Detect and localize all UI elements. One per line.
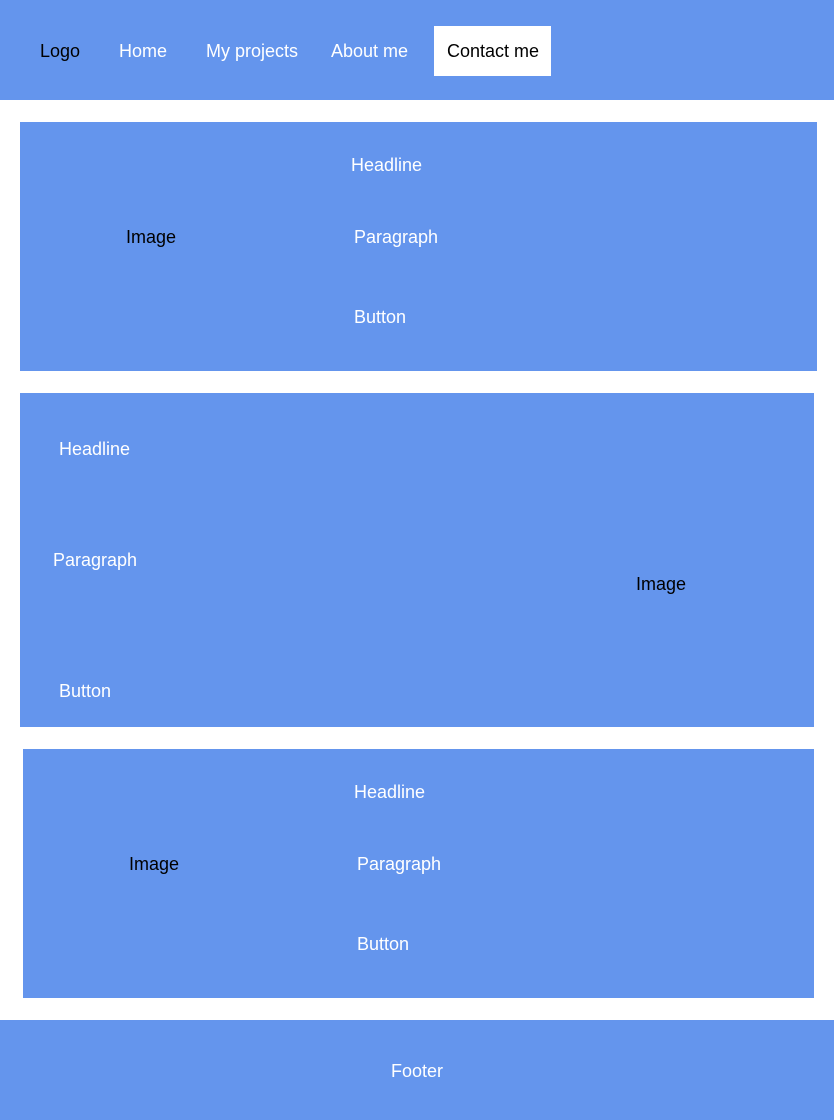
section-1-paragraph: Paragraph [354, 227, 439, 247]
contact-button-label: Contact me [447, 41, 540, 61]
section-1-image: Image [126, 227, 177, 247]
section-1-headline: Headline [351, 155, 423, 175]
nav-about-link[interactable]: About me [331, 41, 409, 61]
section-2-image: Image [636, 574, 687, 594]
content-section-2: Headline Paragraph Button Image [20, 393, 814, 727]
logo[interactable]: Logo [40, 41, 81, 61]
section-3-headline: Headline [354, 782, 426, 802]
site-footer: Footer [0, 1020, 834, 1120]
content-section-1: Image Headline Paragraph Button [20, 122, 817, 371]
section-3-button[interactable]: Button [357, 934, 410, 954]
section-2-headline: Headline [59, 439, 131, 459]
nav-projects-link[interactable]: My projects [206, 41, 299, 61]
section-3-image: Image [129, 854, 180, 874]
contact-button[interactable]: Contact me [434, 26, 551, 76]
content-section-3: Image Headline Paragraph Button [23, 749, 814, 998]
footer-text: Footer [391, 1061, 444, 1081]
site-header: Logo Home My projects About me Contact m… [0, 0, 834, 100]
section-1-button[interactable]: Button [354, 307, 407, 327]
section-2-button[interactable]: Button [59, 681, 112, 701]
section-2-paragraph: Paragraph [53, 550, 138, 570]
section-3-paragraph: Paragraph [357, 854, 442, 874]
nav-home-link[interactable]: Home [119, 41, 168, 61]
